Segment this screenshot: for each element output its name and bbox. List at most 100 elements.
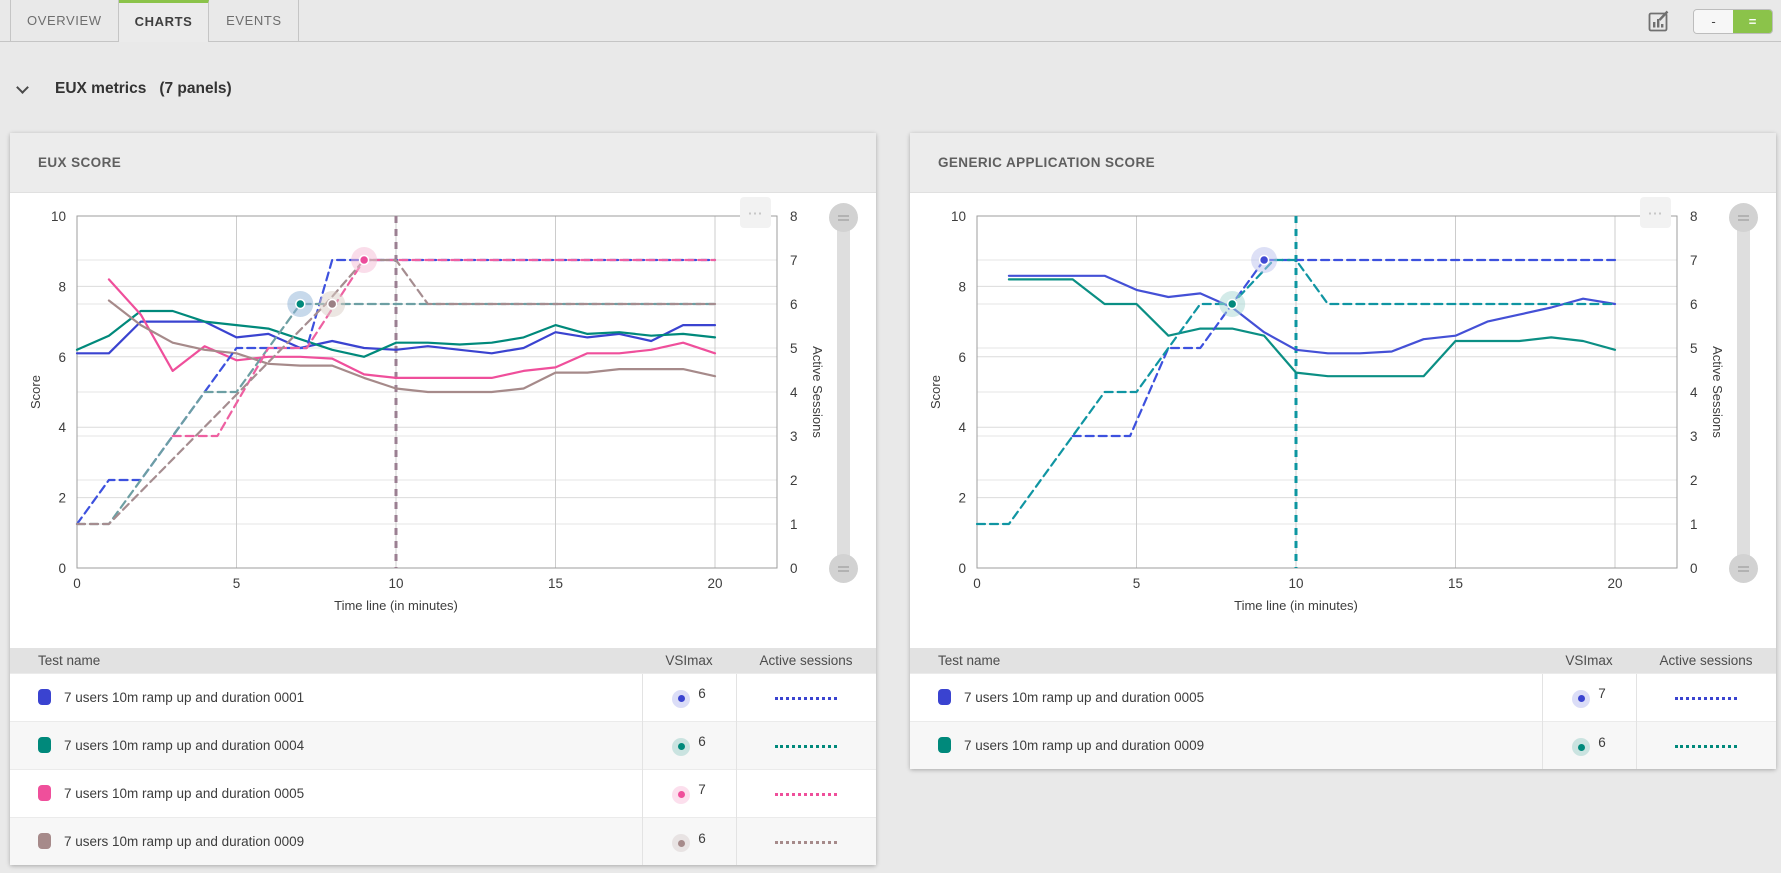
y-axis-tick: 6 — [58, 350, 66, 365]
slider-handle-top[interactable] — [1729, 203, 1758, 232]
vsimax-value: 7 — [1598, 686, 1606, 702]
tab-overview[interactable]: OVERVIEW — [10, 0, 119, 42]
test-row[interactable]: 7 users 10m ramp up and duration 0009 6 — [910, 720, 1776, 769]
panels-container: EUX SCORE 0 2 4 6 8 10 0 1 2 3 4 5 6 7 8 0 5 10 15 20 Time l… — [0, 133, 1781, 865]
vsimax-dot-icon — [1572, 738, 1591, 756]
x-axis-tick: 20 — [707, 576, 722, 591]
x-axis-tick: 20 — [1607, 576, 1622, 591]
y2-axis-tick: 1 — [790, 517, 798, 532]
y2-axis-tick: 3 — [1690, 429, 1698, 444]
vsimax-marker — [326, 298, 338, 310]
grip-icon — [838, 214, 849, 221]
tab-events[interactable]: EVENTS — [209, 0, 300, 42]
test-name: 7 users 10m ramp up and duration 0009 — [64, 834, 305, 850]
y2-axis-tick: 2 — [790, 473, 798, 488]
test-row[interactable]: 7 users 10m ramp up and duration 0005 7 — [10, 768, 876, 817]
series-line — [1007, 278, 1617, 378]
y-axis-tick: 2 — [58, 491, 66, 506]
vsimax-value: 6 — [1598, 734, 1606, 750]
section-title: EUX metrics — [55, 80, 147, 97]
grip-icon — [1738, 214, 1749, 221]
y2-axis-tick: 5 — [790, 341, 798, 356]
y2-axis-tick: 4 — [1690, 385, 1698, 400]
x-axis-tick: 0 — [73, 576, 81, 591]
edit-charts-icon[interactable] — [1646, 9, 1671, 34]
column-header-test-name: Test name — [10, 648, 642, 673]
slider-handle-bottom[interactable] — [829, 554, 858, 583]
x-axis-title: Time line (in minutes) — [1234, 598, 1358, 613]
panel-generic-application-score: GENERIC APPLICATION SCORE 0 2 4 6 8 10 0 1 2 3 4 5 6… — [910, 133, 1776, 769]
y2-axis-tick: 8 — [790, 209, 798, 224]
panel-title: GENERIC APPLICATION SCORE — [938, 155, 1156, 170]
legend-table: Test name VSImax Active sessions 7 users… — [910, 648, 1776, 769]
active-sessions-line-icon — [1675, 744, 1738, 748]
test-row[interactable]: 7 users 10m ramp up and duration 0009 6 — [10, 816, 876, 865]
sessions-axis-slider-track[interactable] — [837, 218, 850, 568]
series-line — [75, 258, 717, 526]
panel-header: EUX SCORE — [10, 133, 876, 193]
generic-application-score-chart[interactable]: 0 2 4 6 8 10 0 1 2 3 4 5 6 7 8 0 5 10 15 20 Time line (in mi… — [910, 193, 1776, 648]
series-color-swatch — [938, 689, 951, 705]
x-axis-tick: 5 — [1133, 576, 1141, 591]
y2-axis-title: Active Sessions — [810, 346, 825, 438]
chart-menu-button[interactable]: ⋯ — [1640, 197, 1671, 228]
series-line — [975, 258, 1617, 526]
vsimax-dot — [677, 839, 685, 847]
slider-handle-bottom[interactable] — [1729, 554, 1758, 583]
tab-bar: OVERVIEW CHARTS EVENTS - = — [0, 0, 1781, 42]
test-row[interactable]: 7 users 10m ramp up and duration 0001 6 — [10, 672, 876, 721]
series-color-swatch — [38, 785, 51, 801]
y2-axis-tick: 2 — [1690, 473, 1698, 488]
vsimax-dot — [677, 695, 685, 703]
layout-two-column-button[interactable]: = — [1733, 9, 1772, 33]
y-axis-tick: 8 — [58, 279, 66, 294]
y2-axis-tick: 7 — [790, 253, 798, 268]
chart-menu-button[interactable]: ⋯ — [740, 197, 771, 228]
vsimax-dot — [1577, 743, 1585, 751]
vsimax-marker — [1226, 298, 1238, 310]
series-line — [75, 320, 717, 355]
y-axis-title: Score — [928, 375, 943, 409]
vsimax-dot-icon — [672, 785, 691, 804]
y2-axis-tick: 0 — [1690, 561, 1698, 576]
test-row[interactable]: 7 users 10m ramp up and duration 0004 6 — [10, 720, 876, 769]
layout-toggle: - = — [1693, 8, 1773, 34]
active-sessions-line-icon — [775, 744, 838, 748]
y-axis-tick: 0 — [58, 561, 66, 576]
panel-header: GENERIC APPLICATION SCORE — [910, 133, 1776, 193]
active-sessions-line-icon — [1675, 696, 1738, 700]
y-axis-tick: 8 — [958, 279, 966, 294]
series-line — [75, 309, 717, 358]
vsimax-value: 6 — [698, 734, 706, 750]
column-header-vsimax: VSImax — [642, 648, 736, 673]
test-row[interactable]: 7 users 10m ramp up and duration 0005 7 — [910, 672, 1776, 721]
layout-single-column-button[interactable]: - — [1694, 9, 1733, 33]
chevron-down-icon[interactable] — [16, 80, 29, 94]
column-header-active-sessions: Active sessions — [1636, 648, 1776, 673]
x-axis-tick: 10 — [388, 576, 403, 591]
test-name: 7 users 10m ramp up and duration 0001 — [64, 690, 305, 705]
plot-border — [976, 215, 1678, 569]
vsimax-dot-icon — [672, 834, 691, 852]
tab-charts[interactable]: CHARTS — [118, 0, 210, 42]
series-line — [107, 299, 717, 394]
y2-axis-tick: 8 — [1690, 209, 1698, 224]
series-color-swatch — [38, 833, 51, 850]
active-sessions-line-icon — [775, 696, 838, 700]
series-line — [107, 278, 717, 379]
slider-handle-top[interactable] — [829, 203, 858, 232]
eux-score-chart[interactable]: 0 2 4 6 8 10 0 1 2 3 4 5 6 7 8 0 5 10 15 20 Time line (in mi… — [10, 193, 876, 648]
plot-border — [76, 215, 778, 569]
y-axis-tick: 10 — [951, 209, 966, 224]
vsimax-dot — [1577, 695, 1585, 703]
y2-axis-tick: 6 — [790, 297, 798, 312]
test-name: 7 users 10m ramp up and duration 0009 — [964, 738, 1205, 754]
vsimax-value: 6 — [698, 686, 706, 702]
column-header-test-name: Test name — [910, 648, 1542, 673]
sessions-axis-slider-track[interactable] — [1737, 218, 1750, 568]
series-color-swatch — [938, 737, 951, 754]
y2-axis-tick: 7 — [1690, 253, 1698, 268]
y2-axis-title: Active Sessions — [1710, 346, 1725, 438]
section-panel-count: (7 panels) — [159, 80, 232, 97]
test-name: 7 users 10m ramp up and duration 0005 — [964, 690, 1205, 705]
